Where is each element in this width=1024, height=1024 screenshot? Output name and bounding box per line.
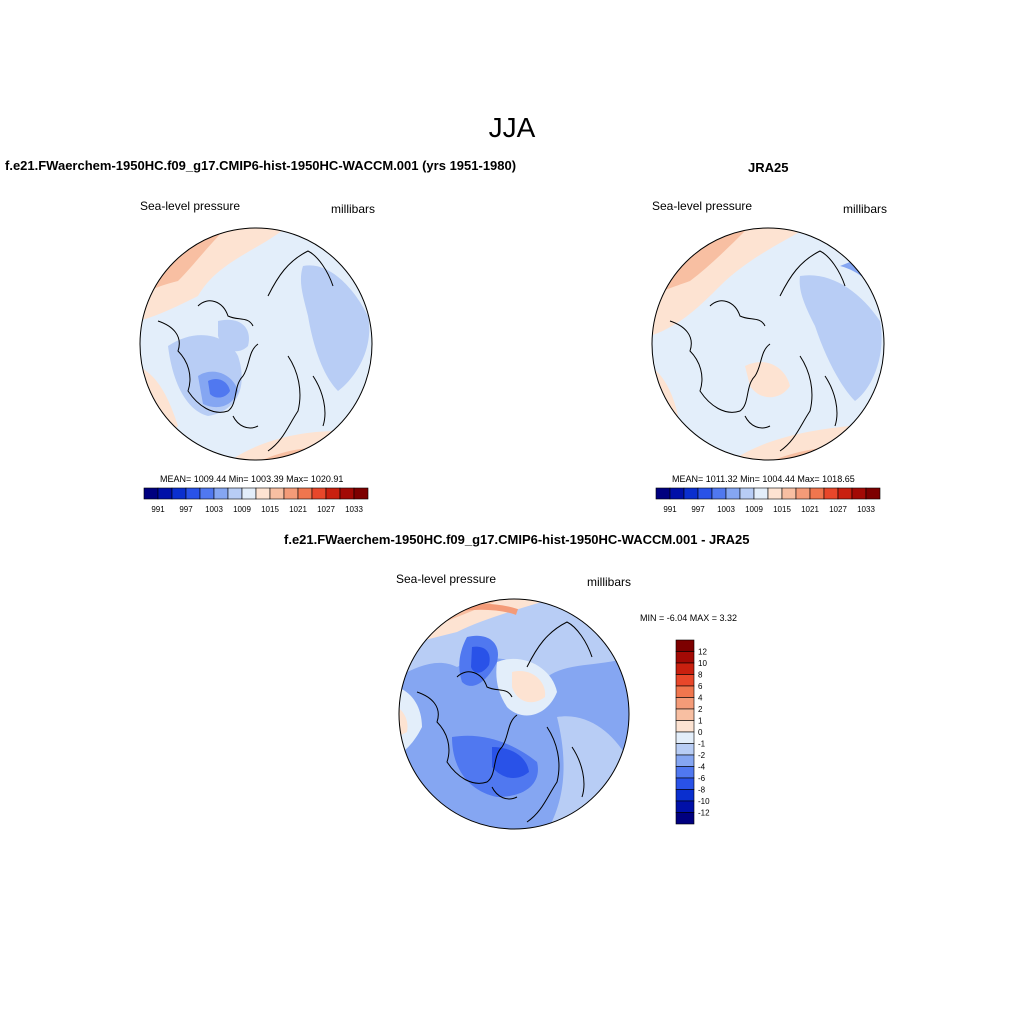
panel1-units-label: millibars (331, 202, 376, 216)
panel3-colorbar-tick-label: -1 (698, 740, 706, 749)
panel3-colorbar-tick-label: -8 (698, 786, 706, 795)
panel2-colorbar-tick-label: 1021 (801, 505, 819, 514)
panel3-colorbar-tick-label: 10 (698, 659, 707, 668)
panel1-colorbar-tick-label: 1021 (289, 505, 307, 514)
panel3-colorbar-tick-label: -12 (698, 809, 710, 818)
panel1-colorbar-swatch (157, 487, 173, 500)
panel1-colorbar-swatch (325, 487, 341, 500)
panel3-units-label: millibars (587, 575, 632, 589)
panel3-colorbar-swatch (675, 789, 695, 802)
panel1-colorbar-swatch (311, 487, 327, 500)
panel2-colorbar-tick-label: 1003 (717, 505, 735, 514)
panel3-title: f.e21.FWaerchem-1950HC.f09_g17.CMIP6-his… (284, 532, 750, 547)
panel3-colorbar-swatch (675, 662, 695, 675)
panel2-colorbar-swatch (851, 487, 867, 500)
panel1-colorbar-tick-label: 1027 (317, 505, 335, 514)
panel1-colorbar-swatch (213, 487, 229, 500)
panel2-units-label: millibars (843, 202, 888, 216)
panel3-colorbar-tick-label: 4 (698, 694, 703, 703)
panel1-colorbar-swatch (171, 487, 187, 500)
panel3-colorbar-swatch (675, 766, 695, 779)
panel2-colorbar-swatch (697, 487, 713, 500)
panel3-variable-label: Sea-level pressure (396, 572, 497, 586)
panel3-colorbar-swatch (675, 685, 695, 698)
panel3-colorbar-swatch (675, 697, 695, 710)
panel2-colorbar-tick-label: 1009 (745, 505, 763, 514)
panel2-colorbar-swatch (753, 487, 769, 500)
panel1-colorbar-swatch (297, 487, 313, 500)
panel3-colorbar-swatch (675, 743, 695, 756)
panel1-colorbar: 991 997 1003 1009 1015 1021 1027 1033 (143, 487, 369, 514)
panel1-stats: MEAN= 1009.44 Min= 1003.39 Max= 1020.91 (160, 474, 344, 484)
panel1-colorbar-swatch (227, 487, 243, 500)
panel2-colorbar-swatch (823, 487, 839, 500)
panel2-colorbar-swatch (809, 487, 825, 500)
panel3-colorbar-swatch (675, 639, 695, 652)
panel2-stats: MEAN= 1011.32 Min= 1004.44 Max= 1018.65 (672, 474, 855, 484)
panel1-colorbar-swatch (353, 487, 369, 500)
panel2-colorbar-swatch (669, 487, 685, 500)
panel3-colorbar-tick-label: 0 (698, 728, 703, 737)
panel3-colorbar-swatch (675, 731, 695, 744)
panel2-colorbar-swatch (725, 487, 741, 500)
panel2-title: JRA25 (748, 160, 789, 175)
panel1-variable-label: Sea-level pressure (140, 199, 241, 213)
panel1-colorbar-swatch (255, 487, 271, 500)
panel3-colorbar-swatch (675, 651, 695, 664)
panel3-colorbar-swatch (675, 800, 695, 813)
panel3-colorbar-tick-label: -6 (698, 774, 706, 783)
panel2-colorbar-tick-label: 991 (663, 505, 677, 514)
panel3-colorbar-swatch (675, 720, 695, 733)
panel1-colorbar-tick-label: 997 (179, 505, 193, 514)
panel1-colorbar-tick-label: 1009 (233, 505, 251, 514)
panel1-colorbar-swatch (339, 487, 355, 500)
panel3-colorbar-swatch (675, 812, 695, 825)
panel3-colorbar-tick-label: 12 (698, 648, 707, 657)
panel1-colorbar-swatch (199, 487, 215, 500)
panel3-colorbar-swatch (675, 754, 695, 767)
panel1-colorbar-swatch (185, 487, 201, 500)
panel3-colorbar-tick-label: -2 (698, 751, 706, 760)
panel2-colorbar-swatch (739, 487, 755, 500)
panel3-colorbar-tick-label: 6 (698, 682, 703, 691)
panel1-colorbar-tick-label: 1015 (261, 505, 279, 514)
panel2-colorbar-swatch (865, 487, 881, 500)
panel1-colorbar-tick-label: 1033 (345, 505, 363, 514)
panel3-colorbar-tick-label: -10 (698, 797, 710, 806)
panel1-colorbar-swatch (283, 487, 299, 500)
panel2-colorbar-tick-label: 997 (691, 505, 705, 514)
panel1-polar-map (139, 227, 373, 461)
panel3-colorbar-swatch (675, 708, 695, 721)
panel2-colorbar-tick-label: 1033 (857, 505, 875, 514)
panel3-colorbar-tick-label: -4 (698, 763, 706, 772)
panel3-colorbar-swatch (675, 674, 695, 687)
panel3-polar-map (398, 598, 630, 830)
panel2-colorbar: 991 997 1003 1009 1015 1021 1027 1033 (655, 487, 881, 514)
panel1-colorbar-swatch (241, 487, 257, 500)
panel1-title: f.e21.FWaerchem-1950HC.f09_g17.CMIP6-his… (5, 158, 517, 173)
panel2-colorbar-swatch (837, 487, 853, 500)
panel1-colorbar-tick-label: 1003 (205, 505, 223, 514)
panel2-colorbar-swatch (711, 487, 727, 500)
panel2-variable-label: Sea-level pressure (652, 199, 753, 213)
panel1-colorbar-swatch (269, 487, 285, 500)
panel2-colorbar-swatch (767, 487, 783, 500)
panel2-polar-map (651, 227, 885, 461)
panel3-colorbar-tick-label: 2 (698, 705, 703, 714)
panel2-colorbar-swatch (655, 487, 671, 500)
panel2-colorbar-swatch (683, 487, 699, 500)
panel2-colorbar-swatch (795, 487, 811, 500)
panel3-colorbar-tick-label: 1 (698, 717, 703, 726)
panel3-colorbar-swatch (675, 777, 695, 790)
panel3-stats: MIN = -6.04 MAX = 3.32 (640, 613, 738, 623)
panel1-colorbar-tick-label: 991 (151, 505, 165, 514)
panel3-colorbar-tick-label: 8 (698, 671, 703, 680)
panel2-colorbar-tick-label: 1027 (829, 505, 847, 514)
panel2-colorbar-swatch (781, 487, 797, 500)
panel2-colorbar-tick-label: 1015 (773, 505, 791, 514)
panel1-colorbar-swatch (143, 487, 159, 500)
figure-title: JJA (488, 112, 536, 143)
